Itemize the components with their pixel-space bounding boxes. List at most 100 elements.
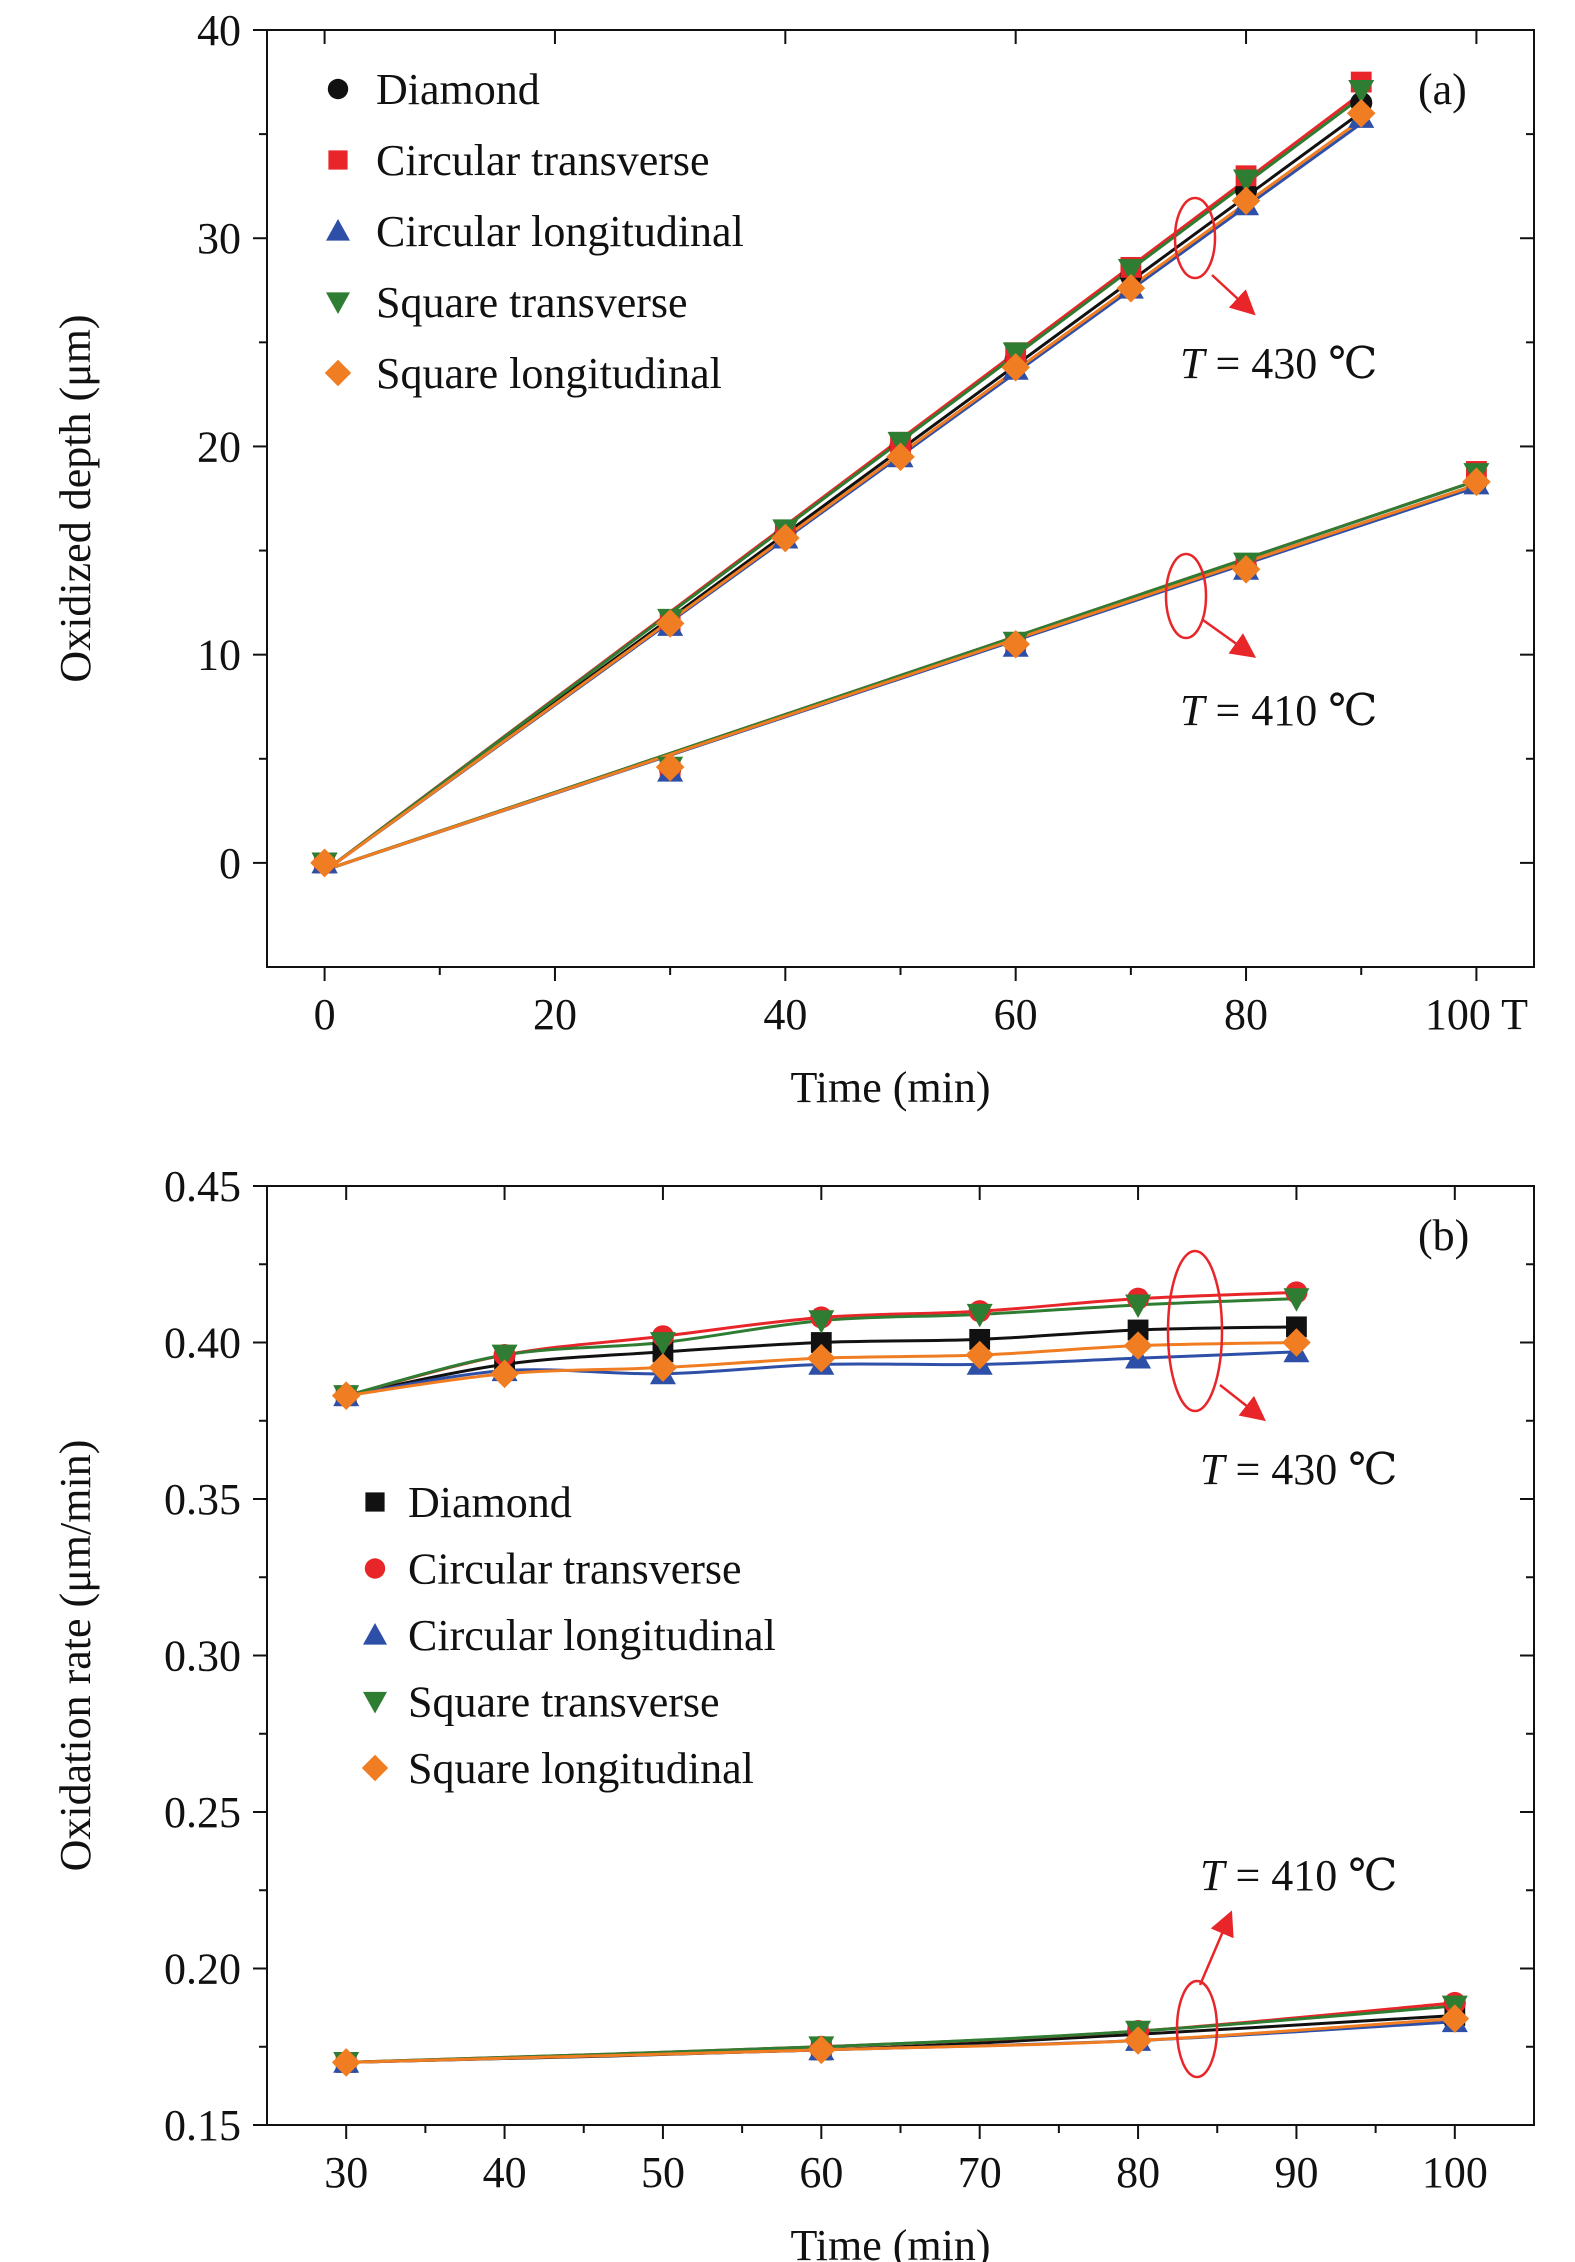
y-tick-label: 0.15 [164, 2101, 241, 2150]
legend-label: Square longitudinal [376, 349, 722, 398]
data-point [1283, 1288, 1310, 1312]
data-point [966, 1303, 993, 1328]
panel-a: 0 20 40 60 80 100 T 0 10 20 30 40 Time (min) Oxidize… [51, 6, 1535, 1112]
group-ellipse [1173, 196, 1217, 280]
legend-marker [363, 1623, 387, 1645]
data-point [808, 1310, 835, 1334]
panel-b: 30 40 50 60 70 80 90 100 0.15 0.20 0.25 0.30 0.35 0.4… [51, 1162, 1535, 2262]
data-point [1440, 2004, 1470, 2033]
group-ellipse [1175, 1979, 1219, 2079]
y-tick-label: 10 [197, 631, 241, 680]
data-point [310, 848, 339, 878]
y-tick-label: 0.35 [164, 1475, 241, 1524]
x-tick-label: 40 [763, 990, 807, 1039]
temperature-label: T = 430 ℃ [1200, 1445, 1398, 1494]
temperature-value: = 410 ℃ [1224, 1851, 1397, 1900]
group-ellipse [1166, 1249, 1224, 1413]
legend-label: Circular longitudinal [376, 207, 744, 256]
x-tick-label: 100 [1422, 2148, 1488, 2197]
legend: Diamond Circular transverse Circular longi… [324, 65, 744, 398]
data-point [649, 1332, 676, 1356]
legend-label: Square transverse [376, 278, 688, 327]
temperature-symbol: T [1180, 686, 1208, 735]
data-point [1233, 169, 1260, 193]
data-point [807, 2035, 836, 2065]
data-point [490, 1359, 519, 1389]
x-tick-label: 40 [483, 2148, 527, 2197]
x-tick-label: 100 T [1425, 990, 1528, 1039]
y-tick-label: 0.25 [164, 1788, 241, 1837]
data-point [331, 1381, 361, 1411]
data-point [1117, 259, 1144, 283]
y-tick-label: 0.30 [164, 1632, 241, 1681]
data-point [1125, 1294, 1152, 1318]
legend-marker [361, 1754, 389, 1782]
temperature-symbol: T [1180, 339, 1208, 388]
x-axis-title: Time (min) [790, 2221, 990, 2262]
legend-label: Circular transverse [408, 1545, 742, 1594]
x-tick-label: 60 [799, 2148, 843, 2197]
data-point [331, 2048, 361, 2077]
legend-label: Circular longitudinal [408, 1611, 776, 1660]
legend-marker [326, 219, 350, 241]
group-ellipse [1164, 552, 1208, 640]
data-point [1001, 629, 1030, 659]
y-tick-label: 30 [197, 214, 241, 263]
x-tick-label: 50 [641, 2148, 685, 2197]
y-tick-label: 0.45 [164, 1162, 241, 1211]
data-point [810, 1332, 832, 1353]
temperature-label: T = 410 ℃ [1180, 686, 1378, 735]
y-axis-title: Oxidized depth (μm) [51, 314, 100, 682]
data-point [491, 1344, 518, 1369]
legend-label: Diamond [376, 65, 540, 114]
x-tick-label: 60 [994, 990, 1038, 1039]
data-point [965, 1340, 994, 1370]
x-tick-label: 90 [1274, 2148, 1318, 2197]
data-point [886, 442, 915, 472]
data-point [969, 1328, 991, 1350]
legend: Diamond Circular transverse Circular longi… [361, 1478, 776, 1793]
temperature-symbol: T [1200, 1851, 1228, 1900]
data-point [1346, 98, 1376, 128]
data-point [771, 523, 800, 553]
data-point [1001, 353, 1030, 382]
legend-marker [327, 78, 349, 100]
group-arrow [1219, 1384, 1266, 1422]
line-430 [323, 96, 1363, 873]
x-tick-label: 70 [958, 2148, 1002, 2197]
markers-square-longitudinal [331, 1328, 1470, 2077]
x-tick-label: 80 [1116, 2148, 1160, 2197]
legend-marker [328, 150, 348, 170]
panel-label: (a) [1418, 65, 1467, 114]
y-axis-title: Oxidation rate (μm/min) [51, 1440, 100, 1872]
line-410 [324, 483, 1477, 872]
temperature-symbol: T [1200, 1445, 1228, 1494]
y-tick-label: 0.20 [164, 1945, 241, 1994]
data-point [1286, 1316, 1307, 1338]
legend-label: Square longitudinal [408, 1744, 754, 1793]
x-tick-label: 0 [314, 990, 336, 1039]
legend-label: Diamond [408, 1478, 572, 1527]
temperature-value: = 430 ℃ [1204, 339, 1377, 388]
legend-marker [364, 1558, 386, 1579]
line-410 [346, 2017, 1455, 2064]
data-point [648, 1353, 678, 1382]
group-arrow [1211, 274, 1256, 316]
data-point [655, 609, 685, 638]
legend-label: Circular transverse [376, 136, 710, 185]
data-point [807, 1343, 836, 1373]
line-410 [346, 2004, 1455, 2064]
legend-label: Square transverse [408, 1678, 720, 1727]
temperature-value: = 430 ℃ [1224, 1445, 1397, 1494]
x-tick-label: 80 [1224, 990, 1268, 1039]
legend-marker [324, 359, 352, 387]
data-point [1231, 554, 1261, 584]
data-point [655, 752, 685, 782]
data-point [1282, 1328, 1311, 1357]
x-tick-label: 20 [533, 990, 577, 1039]
data-point [1127, 1319, 1149, 1341]
panel-label: (b) [1418, 1211, 1469, 1260]
x-tick-label: 30 [324, 2148, 368, 2197]
